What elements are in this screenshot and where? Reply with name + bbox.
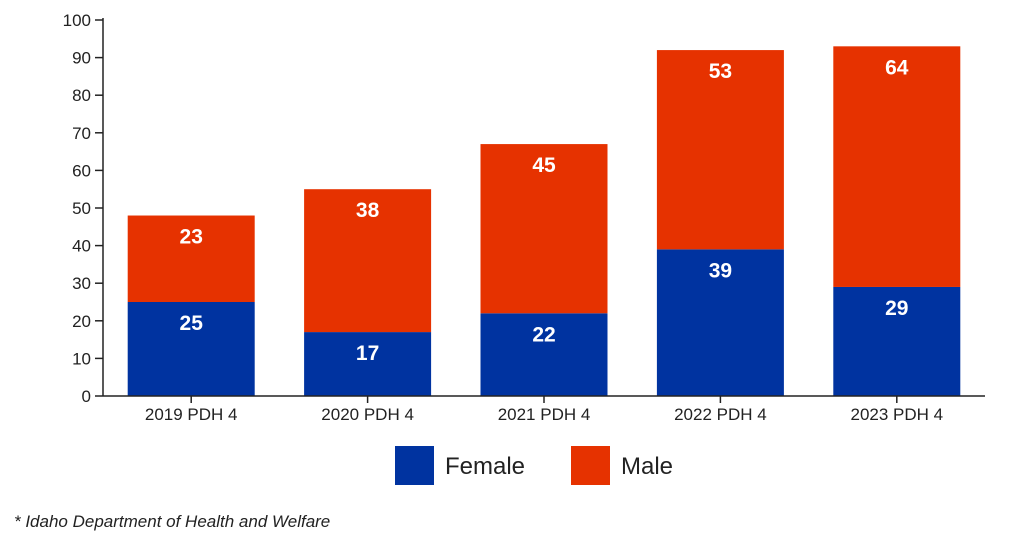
x-category-label: 2020 PDH 4 (321, 405, 414, 424)
bar-female (127, 302, 255, 396)
bar-value-label-female: 29 (885, 297, 908, 320)
bar-value-label-male: 45 (532, 154, 556, 177)
y-tick-label: 40 (72, 237, 91, 256)
bar-male (480, 144, 608, 314)
x-category-label: 2022 PDH 4 (674, 405, 767, 424)
bar-value-label-male: 23 (180, 226, 203, 249)
y-tick-label: 90 (72, 49, 91, 68)
x-category-label: 2023 PDH 4 (850, 405, 943, 424)
legend-swatch-female (395, 446, 434, 485)
y-tick-label: 50 (72, 199, 91, 218)
bar-value-label-male: 64 (885, 56, 909, 79)
bar-male (127, 215, 255, 302)
x-category-label: 2021 PDH 4 (498, 405, 591, 424)
source-footnote: * Idaho Department of Health and Welfare (14, 512, 331, 531)
bar-value-label-female: 25 (180, 312, 204, 335)
y-tick-label: 20 (72, 312, 91, 331)
y-tick-label: 0 (82, 387, 91, 406)
y-tick-label: 10 (72, 349, 91, 368)
y-tick-label: 70 (72, 124, 91, 143)
bar-value-label-male: 38 (356, 199, 380, 222)
bar-female (656, 249, 784, 396)
y-tick-label: 60 (72, 161, 91, 180)
y-tick-label: 30 (72, 274, 91, 293)
bar-value-label-female: 39 (709, 259, 732, 282)
bar-value-label-female: 17 (356, 342, 379, 365)
bar-female (833, 286, 961, 396)
bar-value-label-male: 53 (709, 60, 732, 83)
legend-label-male: Male (621, 453, 673, 480)
bar-female (304, 332, 432, 396)
x-category-label: 2019 PDH 4 (145, 405, 238, 424)
bar-male (304, 189, 432, 333)
bar-female (480, 313, 608, 396)
y-tick-label: 80 (72, 86, 91, 105)
bar-male (833, 46, 961, 287)
legend-label-female: Female (445, 453, 525, 480)
legend-swatch-male (571, 446, 610, 485)
bar-value-label-female: 22 (532, 323, 555, 346)
bar-male (656, 50, 784, 250)
y-tick-label: 100 (63, 11, 91, 30)
